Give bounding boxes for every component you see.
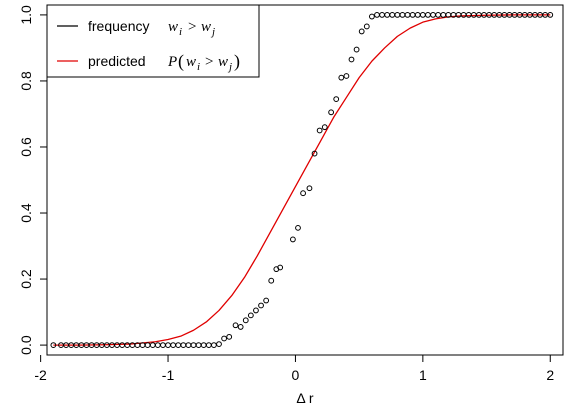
frequency-point <box>547 12 554 18</box>
frequency-point <box>379 12 385 18</box>
frequency-point <box>226 333 233 340</box>
svg-text:i: i <box>197 61 200 73</box>
frequency-point <box>460 12 467 18</box>
legend-frequency-math: w i > w j <box>168 19 215 38</box>
frequency-point <box>465 12 472 18</box>
frequency-point <box>242 317 249 324</box>
frequency-point <box>170 342 177 348</box>
legend-frequency-label: frequency <box>88 18 149 34</box>
legend-predicted-math: P ( w i > w j ) <box>167 51 240 73</box>
frequency-point <box>180 342 187 348</box>
frequency-point <box>124 342 131 348</box>
frequency-point <box>435 12 442 18</box>
frequency-point <box>247 312 254 319</box>
y-tick-label: 0.4 <box>18 203 34 223</box>
frequency-point <box>300 190 306 197</box>
y-tick-label: 0.2 <box>18 269 34 289</box>
frequency-point <box>216 341 222 348</box>
frequency-point <box>409 12 416 18</box>
y-tick-label: 1.0 <box>18 5 34 25</box>
frequency-point <box>200 342 207 348</box>
frequency-point <box>328 109 335 116</box>
frequency-point <box>160 342 166 348</box>
frequency-point <box>368 13 375 20</box>
frequency-point <box>211 342 217 348</box>
frequency-point <box>414 12 421 18</box>
svg-text:w: w <box>186 54 196 70</box>
x-axis-label: Δ r <box>296 390 313 406</box>
frequency-point <box>338 74 345 81</box>
frequency-point <box>321 124 328 131</box>
svg-text:w: w <box>201 19 211 35</box>
frequency-point <box>277 264 284 271</box>
frequency-point <box>419 12 426 18</box>
frequency-point <box>353 46 360 53</box>
frequency-point <box>311 150 318 157</box>
frequency-point <box>348 56 355 63</box>
svg-text:P: P <box>167 54 177 70</box>
svg-text:w: w <box>218 54 228 70</box>
frequency-point <box>50 342 57 348</box>
frequency-points-group <box>50 12 554 348</box>
x-tick-label: -2 <box>34 367 47 383</box>
svg-text:(: ( <box>178 51 184 72</box>
svg-text:j: j <box>227 61 232 73</box>
frequency-point <box>399 12 406 18</box>
frequency-point <box>232 322 239 329</box>
frequency-point <box>358 28 365 35</box>
svg-text:i: i <box>179 26 182 38</box>
frequency-point <box>440 12 447 18</box>
frequency-point <box>333 96 340 102</box>
x-tick-label: -1 <box>162 367 175 383</box>
frequency-point <box>190 342 197 348</box>
legend-predicted-label: predicted <box>88 53 146 69</box>
frequency-point <box>295 224 301 231</box>
x-tick-label: 1 <box>419 367 427 383</box>
svg-text:): ) <box>234 51 240 72</box>
frequency-point <box>374 12 380 18</box>
svg-text:w: w <box>168 19 178 35</box>
frequency-point <box>175 342 182 348</box>
frequency-point <box>263 297 270 304</box>
legend: frequency w i > w j predicted P ( w i > … <box>46 4 260 78</box>
frequency-point <box>394 12 401 18</box>
svg-text:j: j <box>210 26 215 38</box>
frequency-point <box>290 236 296 243</box>
frequency-point <box>185 342 192 348</box>
frequency-point <box>430 12 436 18</box>
frequency-point <box>154 342 161 348</box>
frequency-point <box>306 185 313 192</box>
frequency-point <box>363 23 370 30</box>
frequency-point <box>165 342 171 348</box>
frequency-point <box>384 12 391 18</box>
frequency-point <box>221 335 228 342</box>
frequency-point <box>253 307 259 314</box>
frequency-point <box>258 302 264 309</box>
frequency-point <box>195 342 202 348</box>
frequency-point <box>389 12 396 18</box>
y-tick-label: 0.8 <box>18 71 34 91</box>
frequency-point <box>237 324 244 330</box>
plot-frame <box>46 4 564 356</box>
frequency-point <box>119 342 126 348</box>
frequency-point <box>425 12 431 18</box>
y-tick-label: 0.0 <box>18 335 34 355</box>
axes: -2 -1 0 1 2 0.0 0.2 0.4 0.6 0.8 1.0 <box>18 5 554 383</box>
predicted-line-group <box>53 14 551 346</box>
frequency-point <box>144 342 151 348</box>
frequency-point <box>205 342 212 348</box>
svg-text:>: > <box>205 54 213 70</box>
frequency-point <box>343 73 350 79</box>
frequency-point <box>149 342 156 348</box>
y-tick-label: 0.6 <box>18 137 34 157</box>
frequency-point <box>268 277 275 284</box>
legend-box <box>46 4 260 78</box>
predicted-line <box>53 14 551 346</box>
frequency-point <box>316 127 323 134</box>
frequency-point <box>404 12 411 18</box>
x-tick-label: 0 <box>292 367 300 383</box>
svg-text:>: > <box>188 19 196 35</box>
x-tick-label: 2 <box>546 367 554 383</box>
